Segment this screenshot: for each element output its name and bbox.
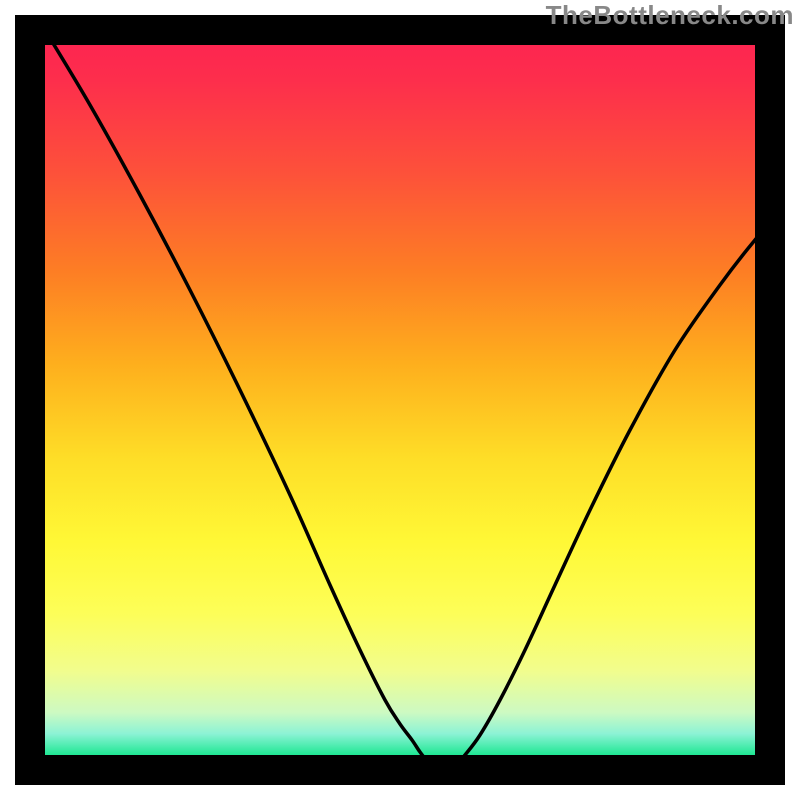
chart-stage: TheBottleneck.com (0, 0, 800, 800)
gradient-background (45, 45, 755, 755)
bottleneck-chart (0, 0, 800, 800)
watermark-text: TheBottleneck.com (546, 0, 794, 31)
